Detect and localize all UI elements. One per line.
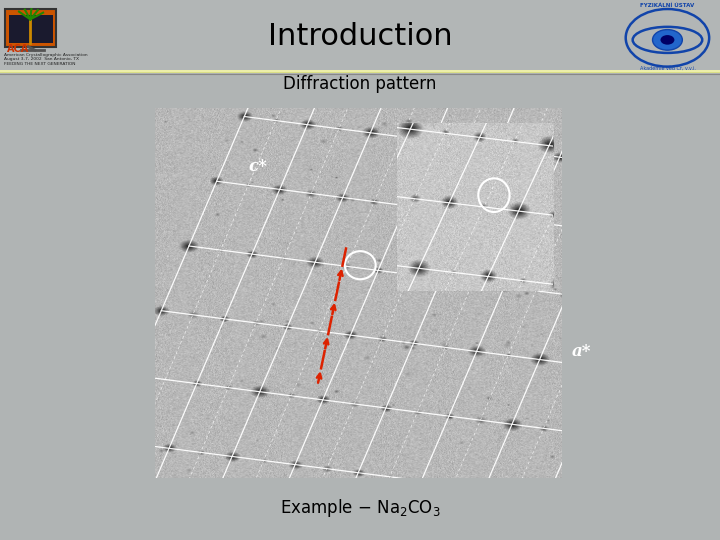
Bar: [0, 71, 720, 73]
Bar: [0, 70, 720, 72]
Bar: [0, 71, 720, 72]
Text: Introduction: Introduction: [268, 22, 452, 51]
Bar: [0, 70, 720, 72]
Bar: [0, 71, 720, 72]
Bar: [0, 70, 720, 72]
Bar: [0, 71, 720, 73]
Text: a*: a*: [572, 343, 592, 360]
Bar: [0, 71, 720, 72]
Text: American Crystallographic Association: American Crystallographic Association: [4, 53, 88, 57]
Bar: [0, 71, 720, 73]
Bar: [0, 71, 720, 72]
Bar: [0, 70, 720, 72]
Bar: [0, 71, 720, 73]
Bar: [0, 70, 720, 72]
Bar: [0, 70, 720, 72]
Bar: [0, 70, 720, 72]
Bar: [0, 71, 720, 72]
Bar: [0, 71, 720, 73]
Bar: [0, 71, 720, 72]
Text: FEEDING THE NEXT GENERATION: FEEDING THE NEXT GENERATION: [4, 62, 76, 66]
Bar: [0, 71, 720, 72]
Bar: [0, 70, 720, 72]
Bar: [0, 70, 720, 72]
Bar: [0, 73, 720, 540]
Bar: [0, 71, 720, 72]
Bar: [0, 70, 720, 72]
Bar: [0, 70, 720, 72]
Bar: [0, 71, 720, 72]
Bar: [0, 71, 720, 72]
Bar: [0, 70, 720, 72]
Bar: [0, 70, 720, 72]
Bar: [0, 70, 720, 72]
Bar: [0, 70, 720, 72]
Bar: [0, 70, 720, 72]
Bar: [0, 70, 720, 72]
Bar: [0, 71, 720, 72]
Bar: [0, 70, 720, 72]
Text: Example $-$ Na$_2$CO$_3$: Example $-$ Na$_2$CO$_3$: [279, 497, 441, 518]
Bar: [0, 71, 720, 73]
Text: c*: c*: [248, 158, 267, 175]
Bar: [0, 71, 720, 72]
Bar: [0, 71, 720, 73]
Bar: [0, 71, 720, 72]
Bar: [0, 71, 720, 72]
Text: Akademie věd Čr, v.v.i.: Akademie věd Čr, v.v.i.: [639, 65, 696, 70]
Text: FYZIKÁLNÍ ÚSTAV: FYZIKÁLNÍ ÚSTAV: [640, 3, 695, 8]
Circle shape: [652, 30, 683, 50]
Bar: [5, 9, 56, 47]
Bar: [0, 71, 720, 72]
Bar: [0, 71, 720, 73]
Bar: [0, 71, 720, 72]
Bar: [0, 70, 720, 72]
Bar: [0, 71, 720, 72]
Bar: [0, 70, 720, 72]
Bar: [0, 70, 720, 72]
Bar: [0, 71, 720, 72]
Bar: [0, 71, 720, 73]
Bar: [0, 71, 720, 72]
Bar: [0, 71, 720, 73]
Bar: [0, 70, 720, 72]
Bar: [0, 71, 720, 73]
Bar: [0, 71, 720, 73]
Bar: [0, 71, 720, 73]
Bar: [0, 70, 720, 72]
Bar: [0, 70, 720, 72]
Bar: [0, 70, 720, 72]
Text: Diffraction pattern: Diffraction pattern: [283, 75, 437, 93]
Circle shape: [660, 35, 675, 45]
Text: ACA: ACA: [7, 44, 29, 53]
Bar: [0, 71, 720, 72]
Text: August 3-7, 2002  San Antonio, TX: August 3-7, 2002 San Antonio, TX: [4, 57, 79, 62]
Bar: [0, 70, 720, 72]
Bar: [0, 71, 720, 73]
Bar: [9, 15, 53, 43]
